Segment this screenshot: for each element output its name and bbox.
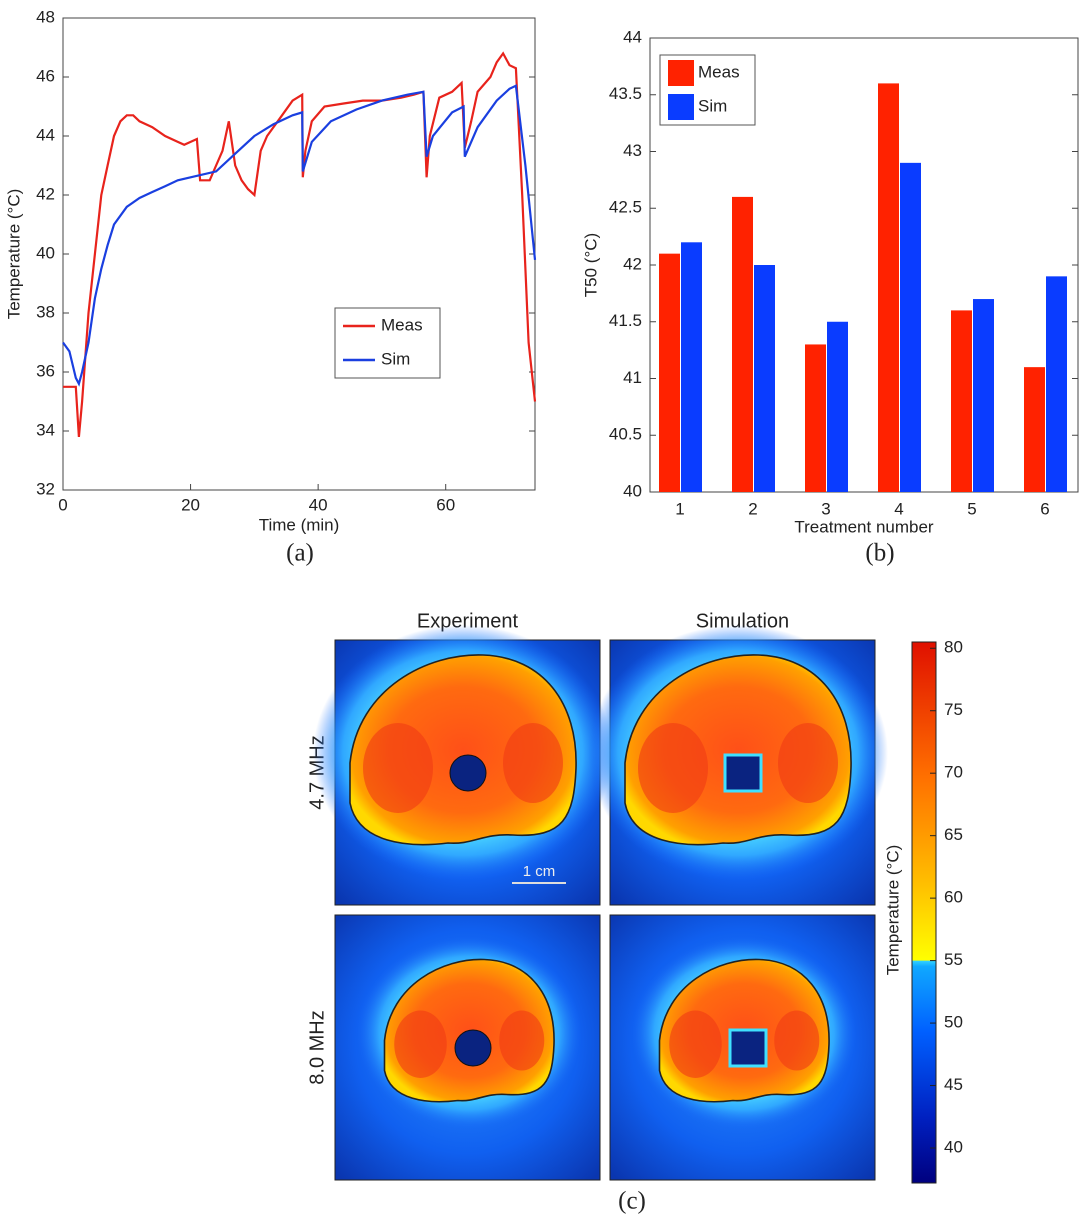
transducer <box>725 755 761 791</box>
heatmap-image <box>588 625 888 905</box>
bar <box>1046 276 1067 492</box>
heatmap-hot <box>638 723 708 813</box>
heatmap-image <box>335 915 600 1180</box>
caption: (c) <box>618 1188 646 1215</box>
colorbar-tick-label: 50 <box>944 1013 963 1032</box>
y-tick-label: 44 <box>36 125 55 144</box>
y-tick-label: 44 <box>623 27 642 46</box>
y-tick-label: 32 <box>36 479 55 498</box>
bar <box>878 83 899 492</box>
x-tick-label: 40 <box>309 495 328 514</box>
y-axis-label: Temperature (°C) <box>4 189 23 320</box>
caption: (a) <box>286 540 314 567</box>
caption: (b) <box>865 540 894 567</box>
y-tick-label: 38 <box>36 302 55 321</box>
bar <box>1024 367 1045 492</box>
y-tick-label: 42 <box>36 184 55 203</box>
scale-bar-label: 1 cm <box>523 863 556 880</box>
x-tick-label: 20 <box>181 495 200 514</box>
y-tick-label: 41.5 <box>609 311 642 330</box>
heatmap-hot <box>774 1011 819 1071</box>
legend-label: Sim <box>698 96 727 115</box>
transducer <box>455 1030 491 1066</box>
colorbar-tick-label: 65 <box>944 825 963 844</box>
heatmap-hot <box>499 1011 544 1071</box>
y-tick-label: 40.5 <box>609 425 642 444</box>
bar <box>973 299 994 492</box>
line-series <box>63 86 535 384</box>
x-axis-label: Time (min) <box>259 515 340 534</box>
plot-frame <box>63 18 535 490</box>
legend-label: Meas <box>381 315 423 334</box>
colorbar-tick-label: 40 <box>944 1138 963 1157</box>
colorbar-tick-label: 75 <box>944 700 963 719</box>
x-tick-label: 4 <box>894 499 903 518</box>
x-tick-label: 2 <box>748 499 757 518</box>
colorbar-tick-label: 60 <box>944 888 963 907</box>
heatmap-hot <box>778 723 838 803</box>
legend-label: Sim <box>381 349 410 368</box>
colorbar-tick-label: 45 <box>944 1075 963 1094</box>
colorbar <box>912 642 936 1183</box>
heatmap-image <box>610 915 875 1180</box>
colorbar-tick-label: 55 <box>944 950 963 969</box>
heatmap-hot <box>669 1011 722 1079</box>
heatmap-hot <box>503 723 563 803</box>
heatmap-hot <box>363 723 433 813</box>
bar <box>659 254 680 492</box>
transducer <box>730 1030 766 1066</box>
heatmap-hot <box>394 1011 447 1079</box>
x-tick-label: 3 <box>821 499 830 518</box>
colorbar-label: Temperature (°C) <box>883 845 902 976</box>
y-tick-label: 46 <box>36 66 55 85</box>
y-tick-label: 42 <box>623 254 642 273</box>
colorbar-tick-label: 80 <box>944 638 963 657</box>
bar <box>754 265 775 492</box>
y-axis-label: T50 (°C) <box>581 233 600 297</box>
x-axis-label: Treatment number <box>794 517 934 536</box>
y-tick-label: 48 <box>36 7 55 26</box>
x-tick-label: 0 <box>58 495 67 514</box>
bar <box>900 163 921 492</box>
heatmap-image <box>313 625 613 905</box>
row-label: 8.0 MHz <box>306 1010 328 1084</box>
bar <box>732 197 753 492</box>
transducer <box>450 755 486 791</box>
colorbar-tick-label: 70 <box>944 763 963 782</box>
x-tick-label: 6 <box>1040 499 1049 518</box>
y-tick-label: 36 <box>36 361 55 380</box>
y-tick-label: 42.5 <box>609 198 642 217</box>
y-tick-label: 43 <box>623 141 642 160</box>
bar <box>827 322 848 492</box>
y-tick-label: 40 <box>623 481 642 500</box>
figure: 323436384042444648Time (min)Temperature … <box>0 0 1081 1216</box>
legend-swatch <box>668 60 694 86</box>
bar <box>681 242 702 492</box>
legend-swatch <box>668 94 694 120</box>
x-tick-label: 60 <box>436 495 455 514</box>
y-tick-label: 34 <box>36 420 55 439</box>
y-tick-label: 40 <box>36 243 55 262</box>
y-tick-label: 43.5 <box>609 84 642 103</box>
x-tick-label: 5 <box>967 499 976 518</box>
bar <box>805 344 826 492</box>
bar <box>951 310 972 492</box>
x-tick-label: 1 <box>675 499 684 518</box>
y-tick-label: 41 <box>623 368 642 387</box>
legend-label: Meas <box>698 62 740 81</box>
